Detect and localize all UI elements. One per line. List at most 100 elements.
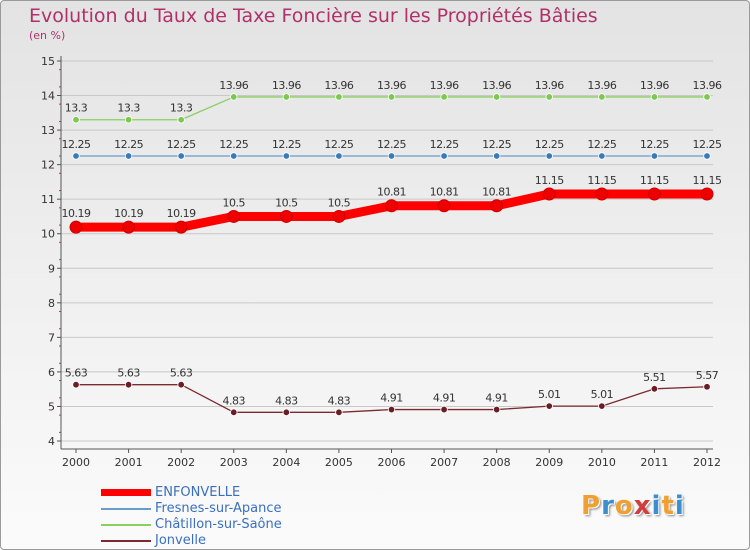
- y-tick-label-13: 13: [41, 124, 55, 137]
- point-jonvelle-2006: [387, 405, 396, 414]
- data-label-enfonvelle-2008: 10.81: [482, 186, 511, 199]
- point-jonvelle-2001: [124, 380, 133, 389]
- x-tick-label-2012: 2012: [693, 456, 721, 469]
- y-tick-label-15: 15: [41, 55, 55, 68]
- point-fresnes-sur-apance-2000: [72, 152, 80, 160]
- y-tick-label-6: 6: [48, 366, 55, 379]
- data-label-fresnes-sur-apance-2012: 12.25: [693, 138, 722, 151]
- point-fresnes-sur-apance-2001: [124, 152, 133, 160]
- data-label-jonvelle-2009: 5.01: [538, 388, 561, 401]
- point-chatillon-sur-saone-2000: [72, 116, 80, 124]
- point-enfonvelle-2011: [647, 187, 661, 201]
- x-tick-label-2007: 2007: [430, 456, 458, 469]
- point-jonvelle-2008: [492, 405, 501, 414]
- legend-label-enfonvelle: ENFONVELLE: [155, 485, 241, 500]
- legend-swatch-fresnes: [101, 508, 151, 510]
- data-label-fresnes-sur-apance-2007: 12.25: [430, 138, 459, 151]
- data-label-enfonvelle-2010: 11.15: [587, 174, 616, 187]
- data-label-chatillon-sur-saone-2004: 13.96: [272, 79, 301, 92]
- x-tick-label-2008: 2008: [483, 456, 511, 469]
- data-label-fresnes-sur-apance-2006: 12.25: [377, 138, 406, 151]
- legend-swatch-enfonvelle: [101, 489, 151, 496]
- point-chatillon-sur-saone-2002: [177, 116, 185, 124]
- point-fresnes-sur-apance-2009: [545, 152, 553, 160]
- point-enfonvelle-2002: [174, 220, 188, 234]
- x-tick-label-2002: 2002: [167, 456, 195, 469]
- data-label-chatillon-sur-saone-2000: 13.3: [65, 102, 88, 115]
- x-tick-label-2000: 2000: [62, 456, 90, 469]
- data-label-enfonvelle-2007: 10.81: [430, 186, 459, 199]
- x-tick-label-2004: 2004: [272, 456, 300, 469]
- legend-item-chatillon: Châtillon-sur-Saône: [101, 517, 361, 533]
- point-jonvelle-2000: [72, 380, 80, 389]
- data-label-enfonvelle-2001: 10.19: [114, 207, 143, 220]
- point-fresnes-sur-apance-2002: [177, 152, 185, 160]
- data-label-chatillon-sur-saone-2008: 13.96: [482, 79, 511, 92]
- point-fresnes-sur-apance-2010: [598, 152, 606, 160]
- data-label-jonvelle-2007: 4.91: [433, 392, 456, 405]
- y-tick-label-5: 5: [48, 400, 55, 413]
- legend-item-fresnes: Fresnes-sur-Apance: [101, 501, 361, 517]
- point-chatillon-sur-saone-2007: [440, 93, 448, 101]
- y-tick-label-12: 12: [41, 159, 55, 172]
- point-fresnes-sur-apance-2007: [440, 152, 448, 160]
- point-enfonvelle-2004: [279, 209, 293, 223]
- data-label-enfonvelle-2009: 11.15: [535, 174, 564, 187]
- point-fresnes-sur-apance-2011: [650, 152, 659, 160]
- legend-swatch-chatillon: [101, 524, 151, 526]
- point-jonvelle-2004: [282, 408, 291, 417]
- logo-letter: o: [614, 491, 634, 521]
- point-chatillon-sur-saone-2012: [703, 93, 711, 101]
- point-jonvelle-2005: [335, 408, 343, 417]
- data-label-enfonvelle-2000: 10.19: [62, 207, 91, 220]
- data-label-fresnes-sur-apance-2001: 12.25: [114, 138, 143, 151]
- point-fresnes-sur-apance-2012: [703, 152, 711, 160]
- point-enfonvelle-2008: [490, 199, 504, 213]
- data-label-chatillon-sur-saone-2006: 13.96: [377, 79, 406, 92]
- x-tick-label-2003: 2003: [220, 456, 248, 469]
- point-chatillon-sur-saone-2005: [335, 93, 343, 101]
- logo-letter: i: [651, 491, 662, 521]
- logo-letter: r: [601, 491, 615, 521]
- point-chatillon-sur-saone-2003: [230, 93, 238, 101]
- point-enfonvelle-2009: [542, 187, 556, 201]
- point-enfonvelle-2007: [437, 199, 451, 213]
- data-label-chatillon-sur-saone-2003: 13.96: [219, 79, 248, 92]
- data-label-enfonvelle-2005: 10.5: [328, 196, 351, 209]
- legend-swatch-jonvelle: [101, 540, 151, 542]
- data-label-enfonvelle-2006: 10.81: [377, 186, 406, 199]
- data-label-chatillon-sur-saone-2005: 13.96: [324, 79, 353, 92]
- data-label-fresnes-sur-apance-2010: 12.25: [587, 138, 616, 151]
- y-tick-label-8: 8: [48, 297, 55, 310]
- point-enfonvelle-2001: [122, 220, 136, 234]
- data-label-jonvelle-2003: 4.83: [223, 394, 246, 407]
- data-label-chatillon-sur-saone-2002: 13.3: [170, 102, 193, 115]
- point-jonvelle-2007: [440, 405, 448, 414]
- data-label-enfonvelle-2004: 10.5: [275, 196, 298, 209]
- data-label-jonvelle-2000: 5.63: [65, 367, 88, 380]
- legend-label-fresnes: Fresnes-sur-Apance: [155, 501, 282, 516]
- legend-label-jonvelle: Jonvelle: [155, 533, 206, 548]
- point-chatillon-sur-saone-2006: [387, 93, 396, 101]
- point-chatillon-sur-saone-2001: [124, 116, 133, 124]
- data-label-fresnes-sur-apance-2003: 12.25: [219, 138, 248, 151]
- data-label-chatillon-sur-saone-2010: 13.96: [587, 79, 616, 92]
- point-chatillon-sur-saone-2011: [650, 93, 659, 101]
- point-enfonvelle-2010: [595, 187, 609, 201]
- data-label-chatillon-sur-saone-2012: 13.96: [693, 79, 722, 92]
- data-label-enfonvelle-2012: 11.15: [693, 174, 722, 187]
- data-label-jonvelle-2002: 5.63: [170, 367, 193, 380]
- logo-letter: t: [661, 491, 675, 521]
- point-jonvelle-2002: [177, 380, 185, 389]
- data-label-fresnes-sur-apance-2000: 12.25: [62, 138, 91, 151]
- point-chatillon-sur-saone-2008: [492, 93, 501, 101]
- proxiti-logo: Proxiti: [581, 491, 685, 521]
- point-fresnes-sur-apance-2008: [492, 152, 501, 160]
- data-label-jonvelle-2004: 4.83: [275, 394, 298, 407]
- data-label-jonvelle-2006: 4.91: [380, 392, 403, 405]
- data-label-jonvelle-2001: 5.63: [117, 367, 140, 380]
- point-jonvelle-2009: [545, 402, 553, 410]
- data-label-fresnes-sur-apance-2002: 12.25: [167, 138, 196, 151]
